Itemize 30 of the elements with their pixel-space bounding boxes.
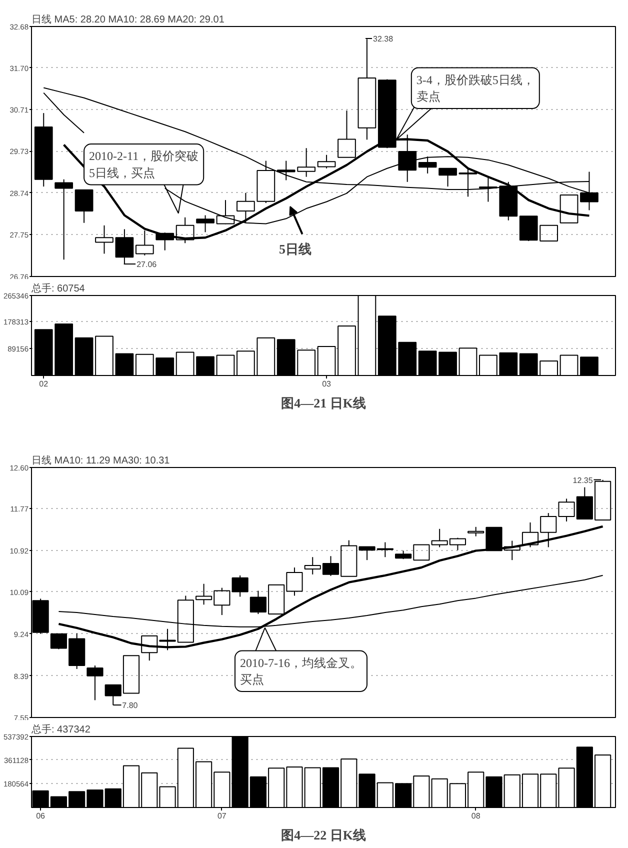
x-tick-label: 06 xyxy=(36,812,46,820)
x-tick-label: 07 xyxy=(217,812,227,820)
annotation: 32.38 xyxy=(373,34,394,44)
annotation: 2010-2-11，股价突破5日线，买点 xyxy=(89,149,199,180)
annotation: 3-4，股价跌破5日线，卖点 xyxy=(416,72,534,104)
bar xyxy=(95,336,114,376)
caption: 图4—21 日K线 xyxy=(281,396,366,410)
bar xyxy=(458,348,478,376)
chart-title: 日线 MA5: 28.20 MA10: 28.69 MA20: 29.01 xyxy=(32,14,225,26)
caption: 图4—22 日K线 xyxy=(281,828,366,842)
chart-title: 总手: 60754 xyxy=(30,282,86,294)
annotation: 27.06 xyxy=(136,260,158,269)
chart-title: 总手: 437342 xyxy=(30,724,91,736)
annotation: 7.80 xyxy=(122,701,138,710)
candlestick xyxy=(34,112,53,188)
bar xyxy=(580,356,598,376)
bar xyxy=(338,326,356,376)
bar xyxy=(115,353,134,376)
annotation: 12.35 xyxy=(572,476,594,485)
candlestick xyxy=(418,156,437,174)
x-tick-label: 03 xyxy=(322,380,332,388)
chart-title: 日线 MA10: 11.29 MA30: 10.31 xyxy=(32,454,170,466)
x-tick-label: 08 xyxy=(471,812,481,820)
bar xyxy=(216,354,235,376)
x-tick-label: 02 xyxy=(39,380,49,388)
candlestick xyxy=(95,224,114,254)
annotation: 2010-7-16，均线金叉。买点 xyxy=(240,656,362,687)
bar xyxy=(560,354,578,376)
annotation: 5日线 xyxy=(278,242,312,256)
bar xyxy=(74,337,94,376)
